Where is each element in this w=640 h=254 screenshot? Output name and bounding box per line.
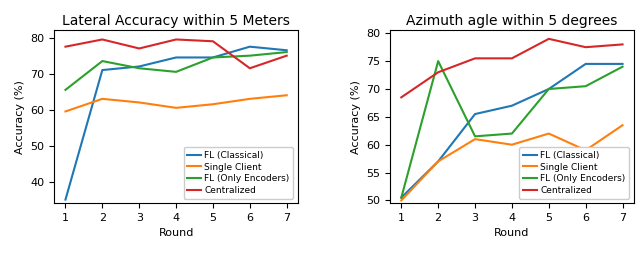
FL (Only Encoders)	[508, 132, 516, 135]
Centralized	[172, 38, 180, 41]
FL (Classical)	[435, 160, 442, 163]
Legend: FL (Classical), Single Client, FL (Only Encoders), Centralized: FL (Classical), Single Client, FL (Only …	[520, 147, 629, 199]
Line: FL (Only Encoders): FL (Only Encoders)	[401, 61, 623, 198]
Line: Single Client: Single Client	[65, 95, 287, 112]
FL (Only Encoders)	[246, 54, 253, 57]
FL (Classical)	[209, 56, 217, 59]
Single Client	[283, 94, 291, 97]
X-axis label: Round: Round	[158, 229, 194, 239]
FL (Classical)	[619, 62, 627, 66]
Legend: FL (Classical), Single Client, FL (Only Encoders), Centralized: FL (Classical), Single Client, FL (Only …	[184, 147, 293, 199]
FL (Classical)	[172, 56, 180, 59]
FL (Classical)	[508, 104, 516, 107]
Centralized	[61, 45, 69, 48]
Single Client	[435, 160, 442, 163]
Centralized	[136, 47, 143, 50]
Single Client	[619, 124, 627, 127]
Single Client	[172, 106, 180, 109]
FL (Classical)	[471, 113, 479, 116]
Y-axis label: Accuracy (%): Accuracy (%)	[351, 80, 361, 154]
Centralized	[99, 38, 106, 41]
Title: Azimuth agle within 5 degrees: Azimuth agle within 5 degrees	[406, 14, 618, 28]
X-axis label: Round: Round	[494, 229, 530, 239]
Line: Centralized: Centralized	[401, 39, 623, 97]
Line: FL (Only Encoders): FL (Only Encoders)	[65, 52, 287, 90]
Centralized	[619, 43, 627, 46]
FL (Classical)	[246, 45, 253, 48]
FL (Only Encoders)	[435, 60, 442, 63]
Single Client	[545, 132, 552, 135]
Single Client	[582, 149, 589, 152]
FL (Only Encoders)	[99, 59, 106, 62]
FL (Classical)	[397, 196, 405, 199]
FL (Classical)	[61, 198, 69, 201]
FL (Classical)	[99, 69, 106, 72]
FL (Only Encoders)	[283, 51, 291, 54]
FL (Only Encoders)	[545, 87, 552, 90]
Centralized	[209, 40, 217, 43]
FL (Only Encoders)	[619, 65, 627, 68]
FL (Only Encoders)	[397, 196, 405, 199]
Centralized	[582, 46, 589, 49]
Single Client	[246, 97, 253, 100]
FL (Classical)	[582, 62, 589, 66]
Single Client	[508, 143, 516, 146]
Single Client	[397, 199, 405, 202]
FL (Classical)	[136, 65, 143, 68]
Single Client	[471, 138, 479, 141]
FL (Only Encoders)	[172, 70, 180, 73]
Centralized	[435, 71, 442, 74]
FL (Only Encoders)	[471, 135, 479, 138]
Centralized	[545, 37, 552, 40]
FL (Only Encoders)	[61, 88, 69, 91]
Line: Centralized: Centralized	[65, 39, 287, 68]
Centralized	[246, 67, 253, 70]
Single Client	[99, 97, 106, 100]
FL (Classical)	[545, 87, 552, 90]
Single Client	[136, 101, 143, 104]
FL (Only Encoders)	[136, 67, 143, 70]
Centralized	[508, 57, 516, 60]
Title: Lateral Accuracy within 5 Meters: Lateral Accuracy within 5 Meters	[62, 14, 290, 28]
FL (Only Encoders)	[209, 56, 217, 59]
Line: FL (Classical): FL (Classical)	[65, 47, 287, 200]
Line: FL (Classical): FL (Classical)	[401, 64, 623, 198]
Line: Single Client: Single Client	[401, 125, 623, 200]
Centralized	[283, 54, 291, 57]
Single Client	[61, 110, 69, 113]
Centralized	[471, 57, 479, 60]
Y-axis label: Accuracy (%): Accuracy (%)	[15, 80, 25, 154]
Single Client	[209, 103, 217, 106]
FL (Classical)	[283, 49, 291, 52]
FL (Only Encoders)	[582, 85, 589, 88]
Centralized	[397, 96, 405, 99]
